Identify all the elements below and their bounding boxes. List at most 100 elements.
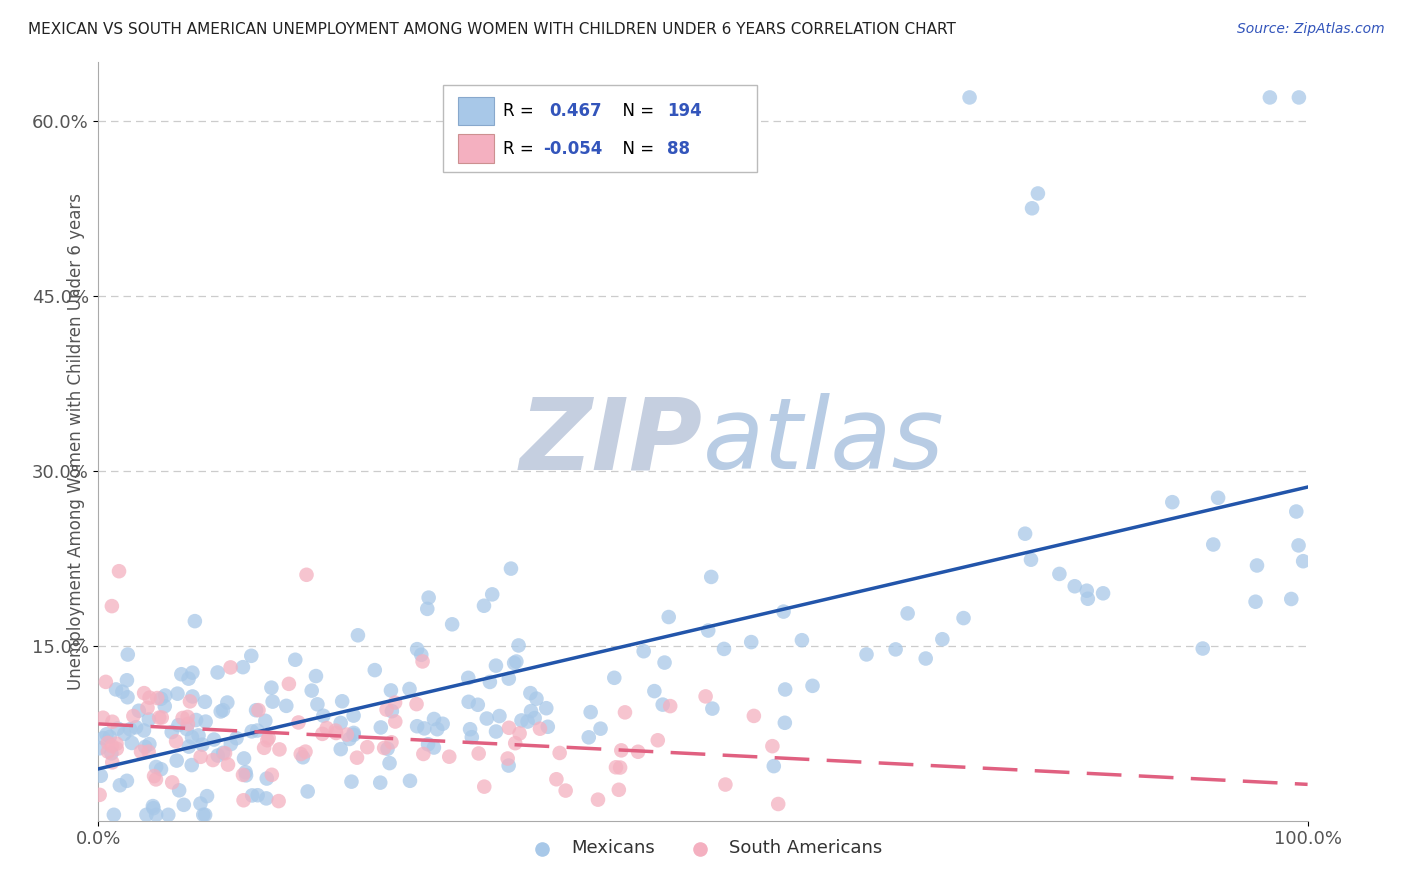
Point <box>931 632 953 647</box>
Point <box>125 720 148 734</box>
Point <box>246 723 269 738</box>
Point <box>523 711 546 725</box>
Point <box>855 648 877 662</box>
Point <box>165 734 187 748</box>
Point <box>101 714 124 729</box>
Point <box>1026 186 1049 201</box>
Point <box>537 720 560 734</box>
Point <box>897 607 920 621</box>
Point <box>546 772 568 787</box>
Point <box>1244 595 1267 609</box>
Point <box>399 773 422 788</box>
Point <box>177 717 200 731</box>
Point <box>287 715 309 730</box>
Point <box>700 570 723 584</box>
Point <box>134 686 156 700</box>
Point <box>472 599 495 613</box>
Point <box>713 641 735 656</box>
Point <box>884 642 907 657</box>
Point <box>373 741 395 756</box>
Point <box>342 708 364 723</box>
Point <box>301 683 323 698</box>
Point <box>472 780 495 794</box>
Point <box>150 762 173 776</box>
Point <box>1092 586 1115 600</box>
Point <box>416 737 439 751</box>
Point <box>458 723 481 737</box>
Point <box>510 714 533 728</box>
Point <box>181 665 204 680</box>
Point <box>742 709 765 723</box>
Point <box>122 709 145 723</box>
Point <box>381 704 404 718</box>
Point <box>578 731 600 745</box>
Point <box>108 778 131 792</box>
Point <box>184 614 207 628</box>
Point <box>505 655 527 669</box>
Point <box>643 684 665 698</box>
Point <box>339 731 361 746</box>
Point <box>610 743 633 757</box>
Point <box>96 727 118 741</box>
Point <box>1161 495 1184 509</box>
Point <box>697 624 720 638</box>
Point <box>257 731 280 745</box>
Point <box>801 679 824 693</box>
Point <box>135 807 157 822</box>
Point <box>173 797 195 812</box>
Point <box>97 736 120 750</box>
Point <box>256 772 278 786</box>
Point <box>441 617 464 632</box>
Text: 88: 88 <box>666 140 690 158</box>
Point <box>176 710 198 724</box>
Point <box>157 807 180 822</box>
Point <box>89 741 111 756</box>
Point <box>485 658 508 673</box>
Point <box>297 784 319 798</box>
Point <box>120 723 142 737</box>
Point <box>914 651 936 665</box>
Point <box>195 789 218 804</box>
Point <box>647 733 669 747</box>
Point <box>254 714 277 728</box>
Point <box>179 694 201 708</box>
Point <box>90 769 112 783</box>
Text: Source: ZipAtlas.com: Source: ZipAtlas.com <box>1237 22 1385 37</box>
Point <box>695 690 717 704</box>
Point <box>498 758 520 772</box>
Point <box>290 747 312 761</box>
Point <box>150 710 173 724</box>
Point <box>276 698 298 713</box>
Point <box>166 687 188 701</box>
Point <box>1047 566 1070 581</box>
Point <box>761 739 783 754</box>
Point <box>245 703 267 717</box>
Legend: Mexicans, South Americans: Mexicans, South Americans <box>517 832 889 864</box>
Point <box>1202 537 1225 551</box>
Point <box>411 648 433 662</box>
Point <box>235 765 257 780</box>
Point <box>325 723 347 738</box>
Point <box>1246 558 1268 573</box>
Point <box>714 778 737 792</box>
Point <box>167 718 190 732</box>
Point <box>219 660 242 674</box>
Point <box>659 699 682 714</box>
Point <box>384 714 406 729</box>
Point <box>1279 592 1302 607</box>
Point <box>516 714 538 729</box>
Point <box>633 644 655 658</box>
Point <box>1014 526 1036 541</box>
Point <box>380 735 402 749</box>
Point <box>269 742 291 756</box>
Point <box>658 610 681 624</box>
Point <box>340 774 363 789</box>
Point <box>614 706 637 720</box>
Point <box>1292 554 1315 568</box>
Point <box>478 675 501 690</box>
Text: ZIP: ZIP <box>520 393 703 490</box>
Point <box>536 701 558 715</box>
Text: R =: R = <box>503 102 544 120</box>
Point <box>364 663 387 677</box>
Point <box>1077 591 1099 606</box>
